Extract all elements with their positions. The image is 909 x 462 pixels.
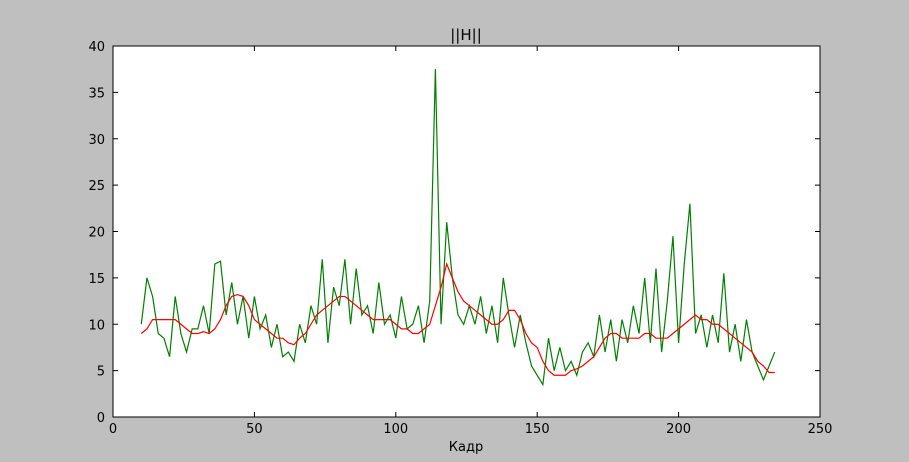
x-tick-label: 250 [808, 422, 833, 437]
y-tick-label: 20 [88, 226, 105, 241]
y-tick-label: 0 [97, 411, 105, 426]
chart-title: ||H|| [450, 26, 482, 44]
x-tick-label: 100 [383, 422, 408, 437]
y-tick-label: 10 [88, 318, 105, 333]
x-tick-label: 0 [109, 422, 117, 437]
y-tick-label: 35 [88, 86, 105, 101]
y-tick-label: 15 [88, 272, 105, 287]
series-line [140, 262, 775, 376]
series-line [140, 69, 776, 387]
plot-area [112, 45, 821, 418]
y-tick-label: 40 [88, 40, 105, 55]
x-tick-label: 200 [666, 422, 691, 437]
x-tick-label: 150 [525, 422, 550, 437]
x-axis-label: Кадр [449, 440, 483, 455]
x-tick-label: 50 [246, 422, 263, 437]
y-tick-label: 30 [88, 133, 105, 148]
y-tick-label: 25 [88, 179, 105, 194]
y-tick-label: 5 [97, 365, 105, 380]
